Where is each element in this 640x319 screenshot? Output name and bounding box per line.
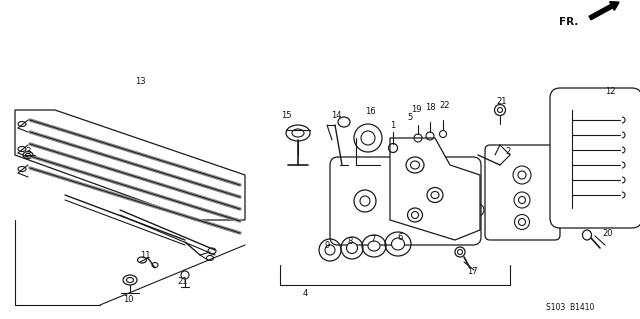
Text: 3: 3 <box>26 147 31 157</box>
Text: 1: 1 <box>390 122 396 130</box>
Ellipse shape <box>292 129 304 137</box>
Text: 17: 17 <box>467 268 477 277</box>
Ellipse shape <box>26 153 31 157</box>
Text: 22: 22 <box>440 101 451 110</box>
Ellipse shape <box>398 196 408 206</box>
Text: 20: 20 <box>603 228 613 238</box>
FancyArrow shape <box>589 2 619 20</box>
Ellipse shape <box>497 108 502 113</box>
Ellipse shape <box>325 245 335 255</box>
Text: 21: 21 <box>178 278 188 286</box>
Text: 7: 7 <box>371 235 376 244</box>
Ellipse shape <box>518 171 526 179</box>
Ellipse shape <box>437 196 447 206</box>
Ellipse shape <box>431 191 439 198</box>
Text: 15: 15 <box>281 110 291 120</box>
Ellipse shape <box>360 196 370 206</box>
Text: 4: 4 <box>302 288 308 298</box>
Ellipse shape <box>458 249 463 255</box>
Text: 12: 12 <box>605 87 615 97</box>
Text: 18: 18 <box>425 103 435 113</box>
Text: 8: 8 <box>348 238 353 247</box>
Text: 5: 5 <box>408 114 413 122</box>
Text: 14: 14 <box>331 110 341 120</box>
Text: 2: 2 <box>506 147 511 157</box>
Text: 13: 13 <box>134 78 145 86</box>
Ellipse shape <box>346 242 358 254</box>
Ellipse shape <box>518 219 525 226</box>
Polygon shape <box>390 138 480 240</box>
Text: S103  B1410: S103 B1410 <box>546 303 594 313</box>
Polygon shape <box>15 110 245 220</box>
Text: 19: 19 <box>411 106 421 115</box>
Text: 6: 6 <box>397 234 403 242</box>
Ellipse shape <box>368 241 380 251</box>
FancyBboxPatch shape <box>485 145 560 240</box>
Text: FR.: FR. <box>559 17 578 27</box>
FancyBboxPatch shape <box>330 157 481 245</box>
Ellipse shape <box>412 211 419 219</box>
Ellipse shape <box>361 131 375 145</box>
Text: 9: 9 <box>324 241 330 250</box>
Text: 10: 10 <box>123 295 133 305</box>
Text: 21: 21 <box>497 98 508 107</box>
Text: 16: 16 <box>365 108 375 116</box>
Ellipse shape <box>410 161 419 169</box>
Text: 11: 11 <box>140 250 150 259</box>
FancyBboxPatch shape <box>550 88 640 228</box>
Ellipse shape <box>518 197 525 204</box>
Ellipse shape <box>392 238 404 250</box>
